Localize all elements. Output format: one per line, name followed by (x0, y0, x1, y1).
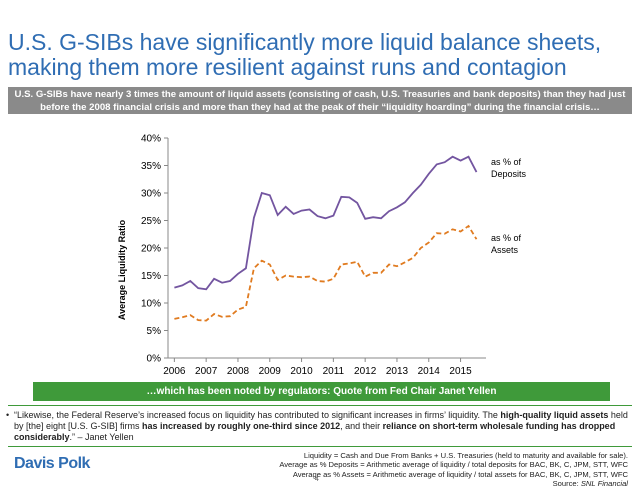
annotation-deposits-line1: as % of (491, 157, 522, 167)
quote-bold-3: reliance on short-term wholesale funding… (14, 421, 616, 442)
y-tick-label: 30% (141, 189, 161, 200)
series-line-assets (174, 224, 478, 322)
quote-part-2: held by [the] eight [U.S. G-SIB] firms (14, 410, 628, 431)
banner-line-2: before the 2008 financial crisis and mor… (40, 102, 600, 113)
footnote-source: Source: SNL Financial (208, 479, 628, 488)
x-tick-label: 2008 (227, 366, 250, 377)
series-line-deposits (174, 155, 478, 291)
annotation-assets-line1: as % of (491, 233, 522, 243)
y-tick-label: 0% (147, 354, 162, 365)
quote-bold-2: has increased by roughly one-third since… (142, 421, 341, 431)
title-line-1: U.S. G-SIBs have significantly more liqu… (8, 29, 602, 55)
y-tick-label: 35% (141, 161, 161, 172)
annotation-assets-line2: Assets (491, 245, 519, 255)
divider-top (8, 405, 632, 406)
y-tick-label: 20% (141, 244, 161, 255)
quote-part-1: “Likewise, the Federal Reserve’s increas… (14, 410, 501, 420)
banner-line-1: U.S. G-SIBs have nearly 3 times the amou… (14, 89, 626, 100)
source-name: SNL Financial (580, 478, 628, 488)
footnote-deposits: Average as % Deposits = Arithmetic avera… (279, 460, 628, 470)
summary-banner: U.S. G-SIBs have nearly 3 times the amou… (8, 87, 632, 114)
x-tick-label: 2014 (418, 366, 441, 377)
x-tick-label: 2013 (386, 366, 409, 377)
y-axis-label: Average Liquidity Ratio (117, 219, 127, 320)
quote-part-3: , and their (340, 421, 383, 431)
source-prefix: Source: (552, 478, 581, 488)
y-tick-label: 5% (147, 326, 162, 337)
annotation-deposits-line2: Deposits (491, 169, 527, 179)
quote-part-4: .” – Janet Yellen (69, 432, 134, 442)
page-number: 4 (315, 476, 319, 483)
chart-axes: 0% 5% 10% 15% 20% 25% 30% 35% 40% 2006 2007 2008 200… (141, 134, 486, 377)
page-title: U.S. G-SIBs have significantly more liqu… (8, 30, 633, 80)
footnote-assets: Average as % Assets = Arithmetic average… (292, 469, 628, 479)
footnotes: Liquidity = Cash and Due From Banks + U.… (208, 451, 628, 488)
footnote-liquidity: Liquidity = Cash and Due From Banks + U.… (303, 451, 628, 460)
divider-bottom (8, 446, 632, 447)
davis-polk-logo: Davis Polk (14, 455, 90, 472)
x-tick-label: 2010 (290, 366, 313, 377)
x-tick-label: 2015 (449, 366, 472, 377)
y-tick-label: 40% (141, 134, 161, 145)
x-tick-label: 2006 (163, 366, 186, 377)
y-tick-label: 10% (141, 299, 161, 310)
x-tick-label: 2007 (195, 366, 218, 377)
x-tick-label: 2012 (354, 366, 377, 377)
chart-annotations: as % of Deposits as % of Assets (491, 157, 527, 255)
title-line-2: making them more resilient against runs … (8, 54, 567, 80)
chart-series (174, 155, 478, 322)
y-tick-label: 25% (141, 216, 161, 227)
quote-bullet: • (6, 410, 10, 420)
regulators-note-bar: …which has been noted by regulators: Quo… (33, 382, 610, 401)
x-tick-label: 2011 (323, 366, 345, 377)
y-tick-label: 15% (141, 271, 161, 282)
yellen-quote: • “Likewise, the Federal Reserve’s incre… (6, 410, 628, 443)
quote-bold-1: high-quality liquid assets (500, 410, 609, 420)
liquidity-ratio-line-chart: Average Liquidity Ratio 0% 5% 10% 15% 20% 25%… (117, 134, 527, 378)
x-tick-label: 2009 (259, 366, 282, 377)
